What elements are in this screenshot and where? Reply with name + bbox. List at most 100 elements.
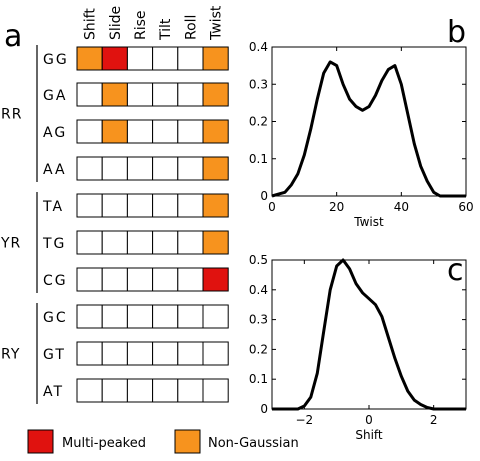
grid-cell	[126, 378, 154, 403]
density-curve	[271, 60, 466, 198]
grid-cell	[177, 119, 204, 144]
x-tick-label: 0	[268, 200, 276, 214]
group-label: RR	[1, 107, 22, 123]
plot-frame	[271, 259, 467, 410]
grid-cell	[76, 230, 103, 255]
x-tick-label: 2	[430, 413, 438, 427]
legend-label-multi-peaked: Multi-peaked	[62, 436, 146, 451]
grid-cell	[101, 304, 128, 329]
grid-cell	[101, 193, 128, 218]
grid-cell	[202, 82, 229, 107]
row-label: GT	[43, 347, 66, 363]
grid-cell	[126, 193, 154, 218]
legend: Multi-peaked Non-Gaussian	[27, 429, 299, 454]
grid-cell	[76, 193, 103, 218]
grid-cell	[152, 119, 179, 144]
grid-cell	[101, 267, 128, 292]
grid-cell	[152, 82, 179, 107]
column-label: Tilt	[158, 18, 174, 41]
grid-cell	[76, 46, 103, 71]
row-label: TG	[42, 236, 66, 252]
grid-cell	[202, 156, 229, 181]
panel-letter-a: a	[4, 19, 22, 54]
group-label: RY	[1, 347, 20, 363]
grid-cell	[152, 267, 179, 292]
feature-grid: Shift Slide Rise Tilt Roll Twist GG GA AG AA RR TA T…	[0, 5, 229, 404]
x-tick-label: 0	[365, 413, 373, 427]
column-label: Twist	[209, 5, 225, 41]
grid-cell	[76, 378, 103, 403]
grid-cell	[177, 304, 204, 329]
y-tick-label: 0	[260, 189, 268, 203]
row-label: AA	[43, 162, 67, 178]
grid-cell	[76, 156, 103, 181]
y-tick-label: 0.3	[249, 313, 268, 327]
y-tick-label: 0.4	[249, 283, 268, 297]
grid-cell	[101, 230, 128, 255]
x-tick-label: −2	[295, 413, 313, 427]
grid-cell	[202, 119, 229, 144]
twist-distribution-plot: 0 20 40 60 0 0.1 0.2 0.3 0.4 Twist	[249, 40, 474, 229]
density-curve	[272, 258, 466, 411]
grid-cell	[101, 341, 128, 366]
grid-cell	[126, 82, 154, 107]
column-label: Shift	[83, 8, 99, 40]
row-label: GA	[43, 88, 67, 104]
grid-cell	[152, 230, 179, 255]
grid-cell	[202, 341, 229, 366]
y-tick-label: 0.2	[249, 342, 268, 356]
x-tick-label: 20	[329, 200, 344, 214]
grid-cell	[177, 267, 204, 292]
grid-cell	[76, 304, 103, 329]
grid-cell	[152, 378, 179, 403]
y-tick-label: 0.4	[249, 40, 268, 54]
grid-cell	[152, 304, 179, 329]
grid-cell	[101, 156, 128, 181]
y-tick-label: 0.1	[249, 152, 268, 166]
grid-cell	[177, 193, 204, 218]
grid-cell	[76, 82, 103, 107]
grid-cell	[202, 304, 229, 329]
legend-swatch-multi-peaked	[27, 429, 54, 454]
row-label: AG	[43, 125, 67, 141]
grid-cell	[76, 119, 103, 144]
grid-cell	[177, 46, 204, 71]
grid-cell	[126, 304, 154, 329]
row-label: CG	[43, 273, 68, 289]
grid-cell	[152, 156, 179, 181]
grid-cell	[101, 378, 128, 403]
grid-cell	[101, 82, 128, 107]
shift-distribution-plot: −2 0 2 0 0.1 0.2 0.3 0.4 0.5 Shift	[249, 253, 467, 442]
row-label: AT	[43, 384, 64, 400]
legend-label-non-gaussian: Non-Gaussian	[208, 436, 299, 451]
y-tick-label: 0	[260, 402, 268, 416]
column-label: Roll	[183, 15, 199, 40]
grid-cell	[202, 193, 229, 218]
grid-cell	[177, 378, 204, 403]
grid-cell	[202, 378, 229, 403]
x-tick-label: 40	[394, 200, 409, 214]
row-label: GG	[43, 52, 69, 68]
y-tick-label: 0.1	[249, 372, 268, 386]
grid-cell	[202, 230, 229, 255]
x-axis-label: Twist	[353, 215, 384, 229]
y-tick-label: 0.5	[249, 253, 268, 267]
grid-cell	[177, 230, 204, 255]
y-tick-label: 0.2	[249, 115, 268, 129]
column-label: Slide	[108, 6, 124, 40]
grid-cell	[101, 46, 128, 71]
grid-cell	[177, 82, 204, 107]
panel-letter-b: b	[447, 15, 466, 50]
grid-cell	[126, 156, 154, 181]
grid-cell	[152, 46, 179, 71]
group-label: YR	[0, 236, 21, 252]
column-label: Rise	[133, 10, 149, 40]
grid-cell	[126, 267, 154, 292]
grid-cell	[76, 267, 103, 292]
x-tick-label: 60	[458, 200, 473, 214]
grid-cell	[202, 267, 229, 292]
grid-cell	[152, 341, 179, 366]
grid-cell	[202, 46, 229, 71]
grid-cell	[76, 341, 103, 366]
